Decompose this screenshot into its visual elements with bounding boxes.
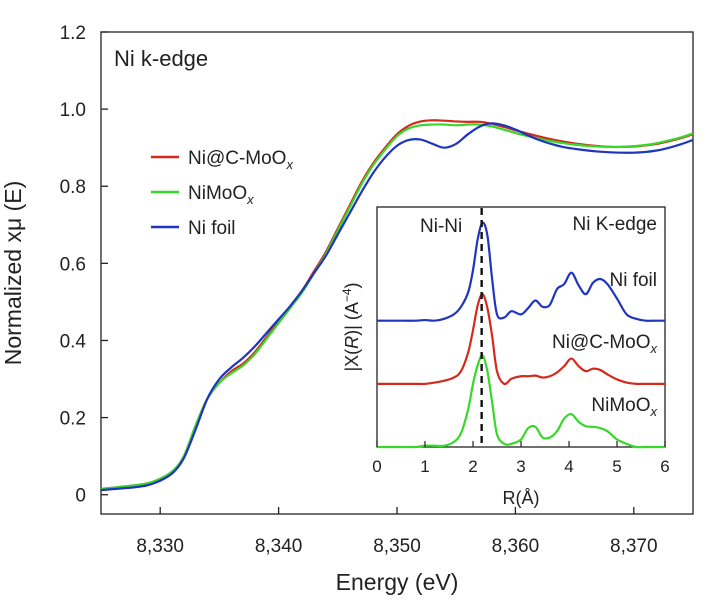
- main-y-axis: 0 0.2 0.4 0.6 0.8 1.0 1.2: [60, 23, 108, 507]
- inset-curve-label-ni-c-moox: Ni@C-MoOx: [552, 332, 657, 356]
- legend-label-main: Ni foil: [188, 218, 236, 239]
- inset-curve-label-main: Ni foil: [609, 270, 657, 291]
- main-series-nimoox: [100, 123, 694, 491]
- inset-curve-label-subscript: x: [650, 404, 658, 419]
- main-x-tick-label: 8,330: [136, 536, 184, 557]
- inset-panel-label: Ni K-edge: [573, 214, 658, 235]
- inset-y-axis-title: |X(R)| (A−4): [340, 282, 362, 371]
- main-x-tick-label: 8,360: [492, 536, 540, 557]
- legend-label-ni-foil: Ni foil: [188, 218, 236, 239]
- inset-x-axis: 0 1 2 3 4 5 6: [372, 441, 670, 476]
- inset-y-title-suffix: ): [342, 282, 362, 288]
- main-panel-label: Ni k-edge: [114, 46, 208, 71]
- main-y-axis-title: Normalized xμ (E): [0, 181, 26, 366]
- inset-curve-label-main: NiMoO: [591, 395, 650, 416]
- inset-series-group: [377, 221, 665, 449]
- inset-curve-label-subscript: x: [650, 341, 658, 356]
- main-x-tick-label: 8,340: [255, 536, 303, 557]
- inset-series-nimoox: [377, 354, 665, 449]
- main-series-group: [100, 119, 694, 492]
- inset-x-tick-label: 5: [612, 457, 621, 476]
- main-y-tick-label: 1.0: [60, 100, 86, 121]
- inset-x-tick-label: 4: [564, 457, 573, 476]
- inset-frame: [376, 206, 666, 448]
- main-x-axis: 8,330 8,340 8,350 8,360 8,370: [136, 507, 658, 557]
- legend-label-subscript: x: [246, 192, 254, 207]
- inset-x-tick-label: 0: [372, 457, 381, 476]
- legend-label-main: Ni@C-MoO: [188, 148, 286, 169]
- main-y-tick-label: 0.6: [60, 254, 86, 275]
- main-x-tick-label: 8,370: [610, 536, 658, 557]
- main-y-tick-label: 0: [75, 486, 86, 507]
- legend-label-main: NiMoO: [188, 183, 247, 204]
- inset-series-ni-foil: [377, 221, 665, 322]
- inset-y-title-mid: )| (A: [342, 302, 362, 336]
- inset-ref-label: Ni-Ni: [420, 216, 462, 237]
- inset-x-tick-label: 3: [516, 457, 525, 476]
- inset-x-tick-label: 2: [468, 457, 477, 476]
- main-series-ni-foil: [100, 122, 694, 492]
- main-y-tick-label: 0.8: [60, 177, 86, 198]
- inset-series-ni-c-moox: [377, 293, 665, 386]
- main-x-tick-label: 8,350: [373, 536, 421, 557]
- legend-label-nimoox: NiMoOx: [188, 183, 254, 207]
- main-y-tick-label: 1.2: [60, 23, 86, 44]
- inset-curve-label-ni-foil: Ni foil: [609, 270, 657, 291]
- legend-label-subscript: x: [285, 157, 293, 172]
- inset-x-tick-label: 1: [420, 457, 429, 476]
- main-y-tick-label: 0.4: [60, 331, 87, 352]
- inset-y-title-exp: −4: [340, 288, 354, 302]
- legend-label-ni-c-moox: Ni@C-MoOx: [188, 148, 293, 172]
- inset-curve-label-main: Ni@C-MoO: [552, 332, 650, 353]
- main-y-tick-label: 0.2: [60, 409, 86, 430]
- main-x-axis-title: Energy (eV): [336, 569, 459, 595]
- inset-x-axis-title: R(Å): [503, 488, 540, 508]
- inset-curve-label-nimoox: NiMoOx: [591, 395, 657, 419]
- inset-y-title-prefix: |X(: [342, 349, 362, 372]
- inset-x-tick-label: 6: [660, 457, 669, 476]
- inset-y-title-r: R: [342, 336, 362, 349]
